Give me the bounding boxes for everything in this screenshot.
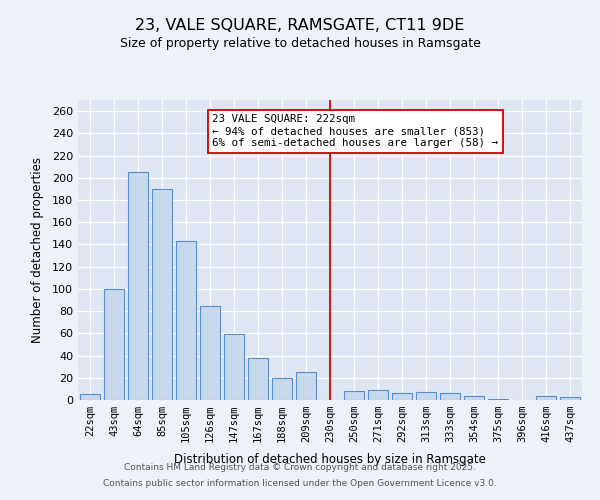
Bar [344,391,364,400]
Bar [128,172,148,400]
Bar [296,372,316,400]
Bar [440,394,460,400]
Bar [416,392,436,400]
Text: Size of property relative to detached houses in Ramsgate: Size of property relative to detached ho… [119,38,481,51]
Bar [560,396,580,400]
Text: 23, VALE SQUARE, RAMSGATE, CT11 9DE: 23, VALE SQUARE, RAMSGATE, CT11 9DE [136,18,464,32]
Text: Contains HM Land Registry data © Crown copyright and database right 2025.: Contains HM Land Registry data © Crown c… [124,464,476,472]
Bar [272,378,292,400]
X-axis label: Distribution of detached houses by size in Ramsgate: Distribution of detached houses by size … [174,454,486,466]
Bar [80,394,100,400]
Bar [104,289,124,400]
Bar [464,396,484,400]
Text: Contains public sector information licensed under the Open Government Licence v3: Contains public sector information licen… [103,478,497,488]
Text: 23 VALE SQUARE: 222sqm
← 94% of detached houses are smaller (853)
6% of semi-det: 23 VALE SQUARE: 222sqm ← 94% of detached… [212,114,499,148]
Bar [488,399,508,400]
Bar [200,306,220,400]
Bar [392,394,412,400]
Bar [536,396,556,400]
Bar [152,189,172,400]
Bar [368,390,388,400]
Bar [248,358,268,400]
Bar [224,334,244,400]
Y-axis label: Number of detached properties: Number of detached properties [31,157,44,343]
Bar [176,241,196,400]
